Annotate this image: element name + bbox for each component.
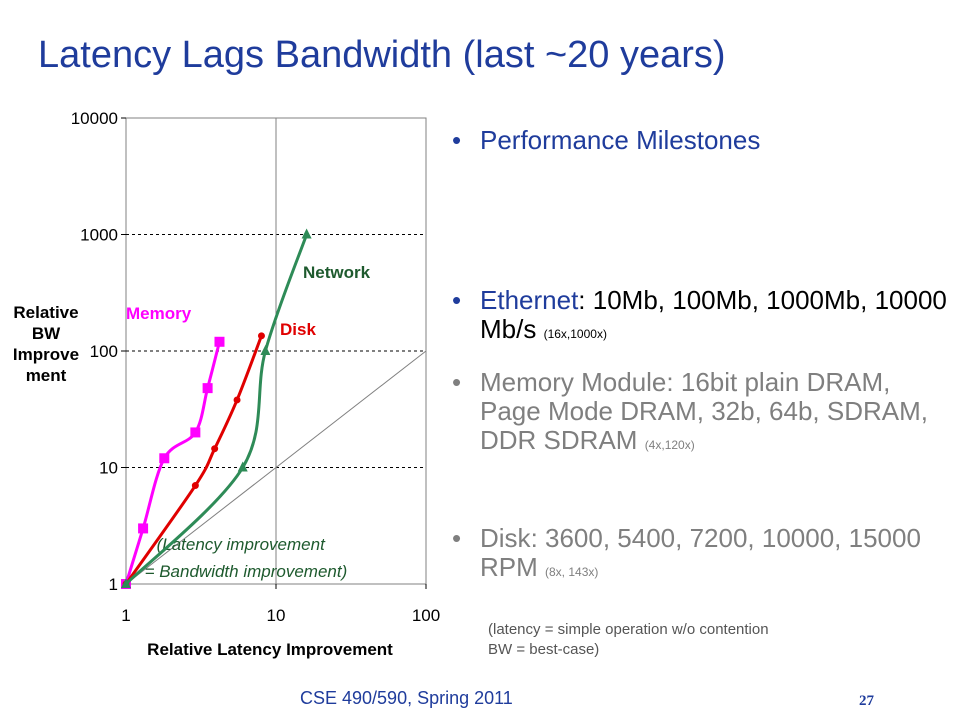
bullet-dot: • (452, 523, 462, 553)
latency-bandwidth-chart: 1 10 100 1000 10000 1 10 100 Relative Latency Im… (71, 109, 440, 659)
bullet-memory-module: • Memory Module: 16bit plain DRAM, Page … (452, 368, 952, 460)
disk-point (257, 332, 265, 340)
note-line: (latency = simple operation w/o contenti… (488, 621, 769, 638)
reference-line (125, 350, 427, 585)
bullet-dot: • (452, 125, 462, 155)
bullet-body: : 3600, 5400, 7200, 10000, 15000 RPM (480, 523, 921, 582)
bullet-note: (4x,120x) (644, 438, 695, 452)
x-tick-label: 1 (121, 606, 130, 625)
note-line: BW = best-case) (488, 641, 600, 658)
reference-annotation-line2: = Bandwidth improvement) (145, 562, 348, 581)
bullet-text: Memory Module: 16bit plain DRAM, Page Mo… (480, 368, 952, 460)
bullet-body: : 16bit plain DRAM, Page Mode DRAM, 32b,… (480, 367, 928, 455)
definition-note: (latency = simple operation w/o contenti… (488, 620, 769, 660)
y-axis-label-line: Relative (13, 303, 79, 322)
y-tick-label: 1 (109, 575, 118, 594)
slide-title: Latency Lags Bandwidth (last ~20 years) (38, 34, 726, 76)
page-number: 27 (859, 693, 874, 709)
bullet-text: Ethernet: 10Mb, 100Mb, 1000Mb, 10000 Mb/… (480, 286, 952, 349)
y-axis-label-line: BW (31, 324, 61, 343)
memory-point (190, 427, 201, 438)
bullet-performance-milestones: • Performance Milestones (452, 126, 952, 155)
bullet-body: : 10Mb, 100Mb, 1000Mb, 10000 Mb/s (480, 285, 947, 344)
y-tick-label: 10 (99, 459, 118, 478)
bullet-disk: • Disk: 3600, 5400, 7200, 10000, 15000 R… (452, 524, 952, 587)
network-series-label: Network (303, 263, 371, 282)
disk-point (211, 445, 219, 453)
x-tick-label: 10 (267, 606, 286, 625)
bullet-dot: • (452, 285, 462, 315)
y-tick-label: 100 (90, 342, 118, 361)
network-point (237, 461, 248, 472)
y-axis-label: Relative BW Improve ment (0, 302, 92, 386)
memory-series-label: Memory (126, 304, 192, 323)
bullet-note: (16x,1000x) (543, 327, 607, 341)
network-point (301, 228, 312, 239)
bullet-note: (8x, 143x) (545, 565, 599, 579)
footer-course: CSE 490/590, Spring 2011 (300, 688, 513, 708)
memory-point (214, 336, 225, 347)
disk-point (191, 482, 199, 490)
bullet-head: Ethernet (480, 285, 579, 315)
y-tick-label: 10000 (71, 109, 118, 128)
network-point (260, 345, 271, 355)
disk-point (233, 396, 241, 404)
x-axis-label: Relative Latency Improvement (147, 640, 393, 659)
memory-point (138, 523, 149, 534)
bullet-text: Disk: 3600, 5400, 7200, 10000, 15000 RPM… (480, 524, 952, 587)
memory-point (202, 383, 213, 394)
bullet-head: Disk (480, 523, 531, 553)
memory-point (159, 453, 170, 464)
reference-annotation-line1: (Latency improvement (157, 535, 326, 554)
network-series-line (124, 233, 309, 586)
bullet-head: Memory Module (480, 367, 667, 397)
bullet-ethernet: • Ethernet: 10Mb, 100Mb, 1000Mb, 10000 M… (452, 286, 952, 349)
bullet-dot: • (452, 367, 462, 397)
network-point (121, 578, 131, 588)
disk-series-label: Disk (280, 320, 316, 339)
y-axis-label-line: Improve (12, 345, 80, 364)
y-axis-label-line: ment (25, 366, 67, 385)
x-tick-label: 100 (412, 606, 440, 625)
y-tick-label: 1000 (80, 226, 118, 245)
bullet-text: Performance Milestones (480, 125, 761, 155)
chart-area: 1 10 100 1000 10000 1 10 100 Relative Latency Im… (0, 100, 440, 660)
